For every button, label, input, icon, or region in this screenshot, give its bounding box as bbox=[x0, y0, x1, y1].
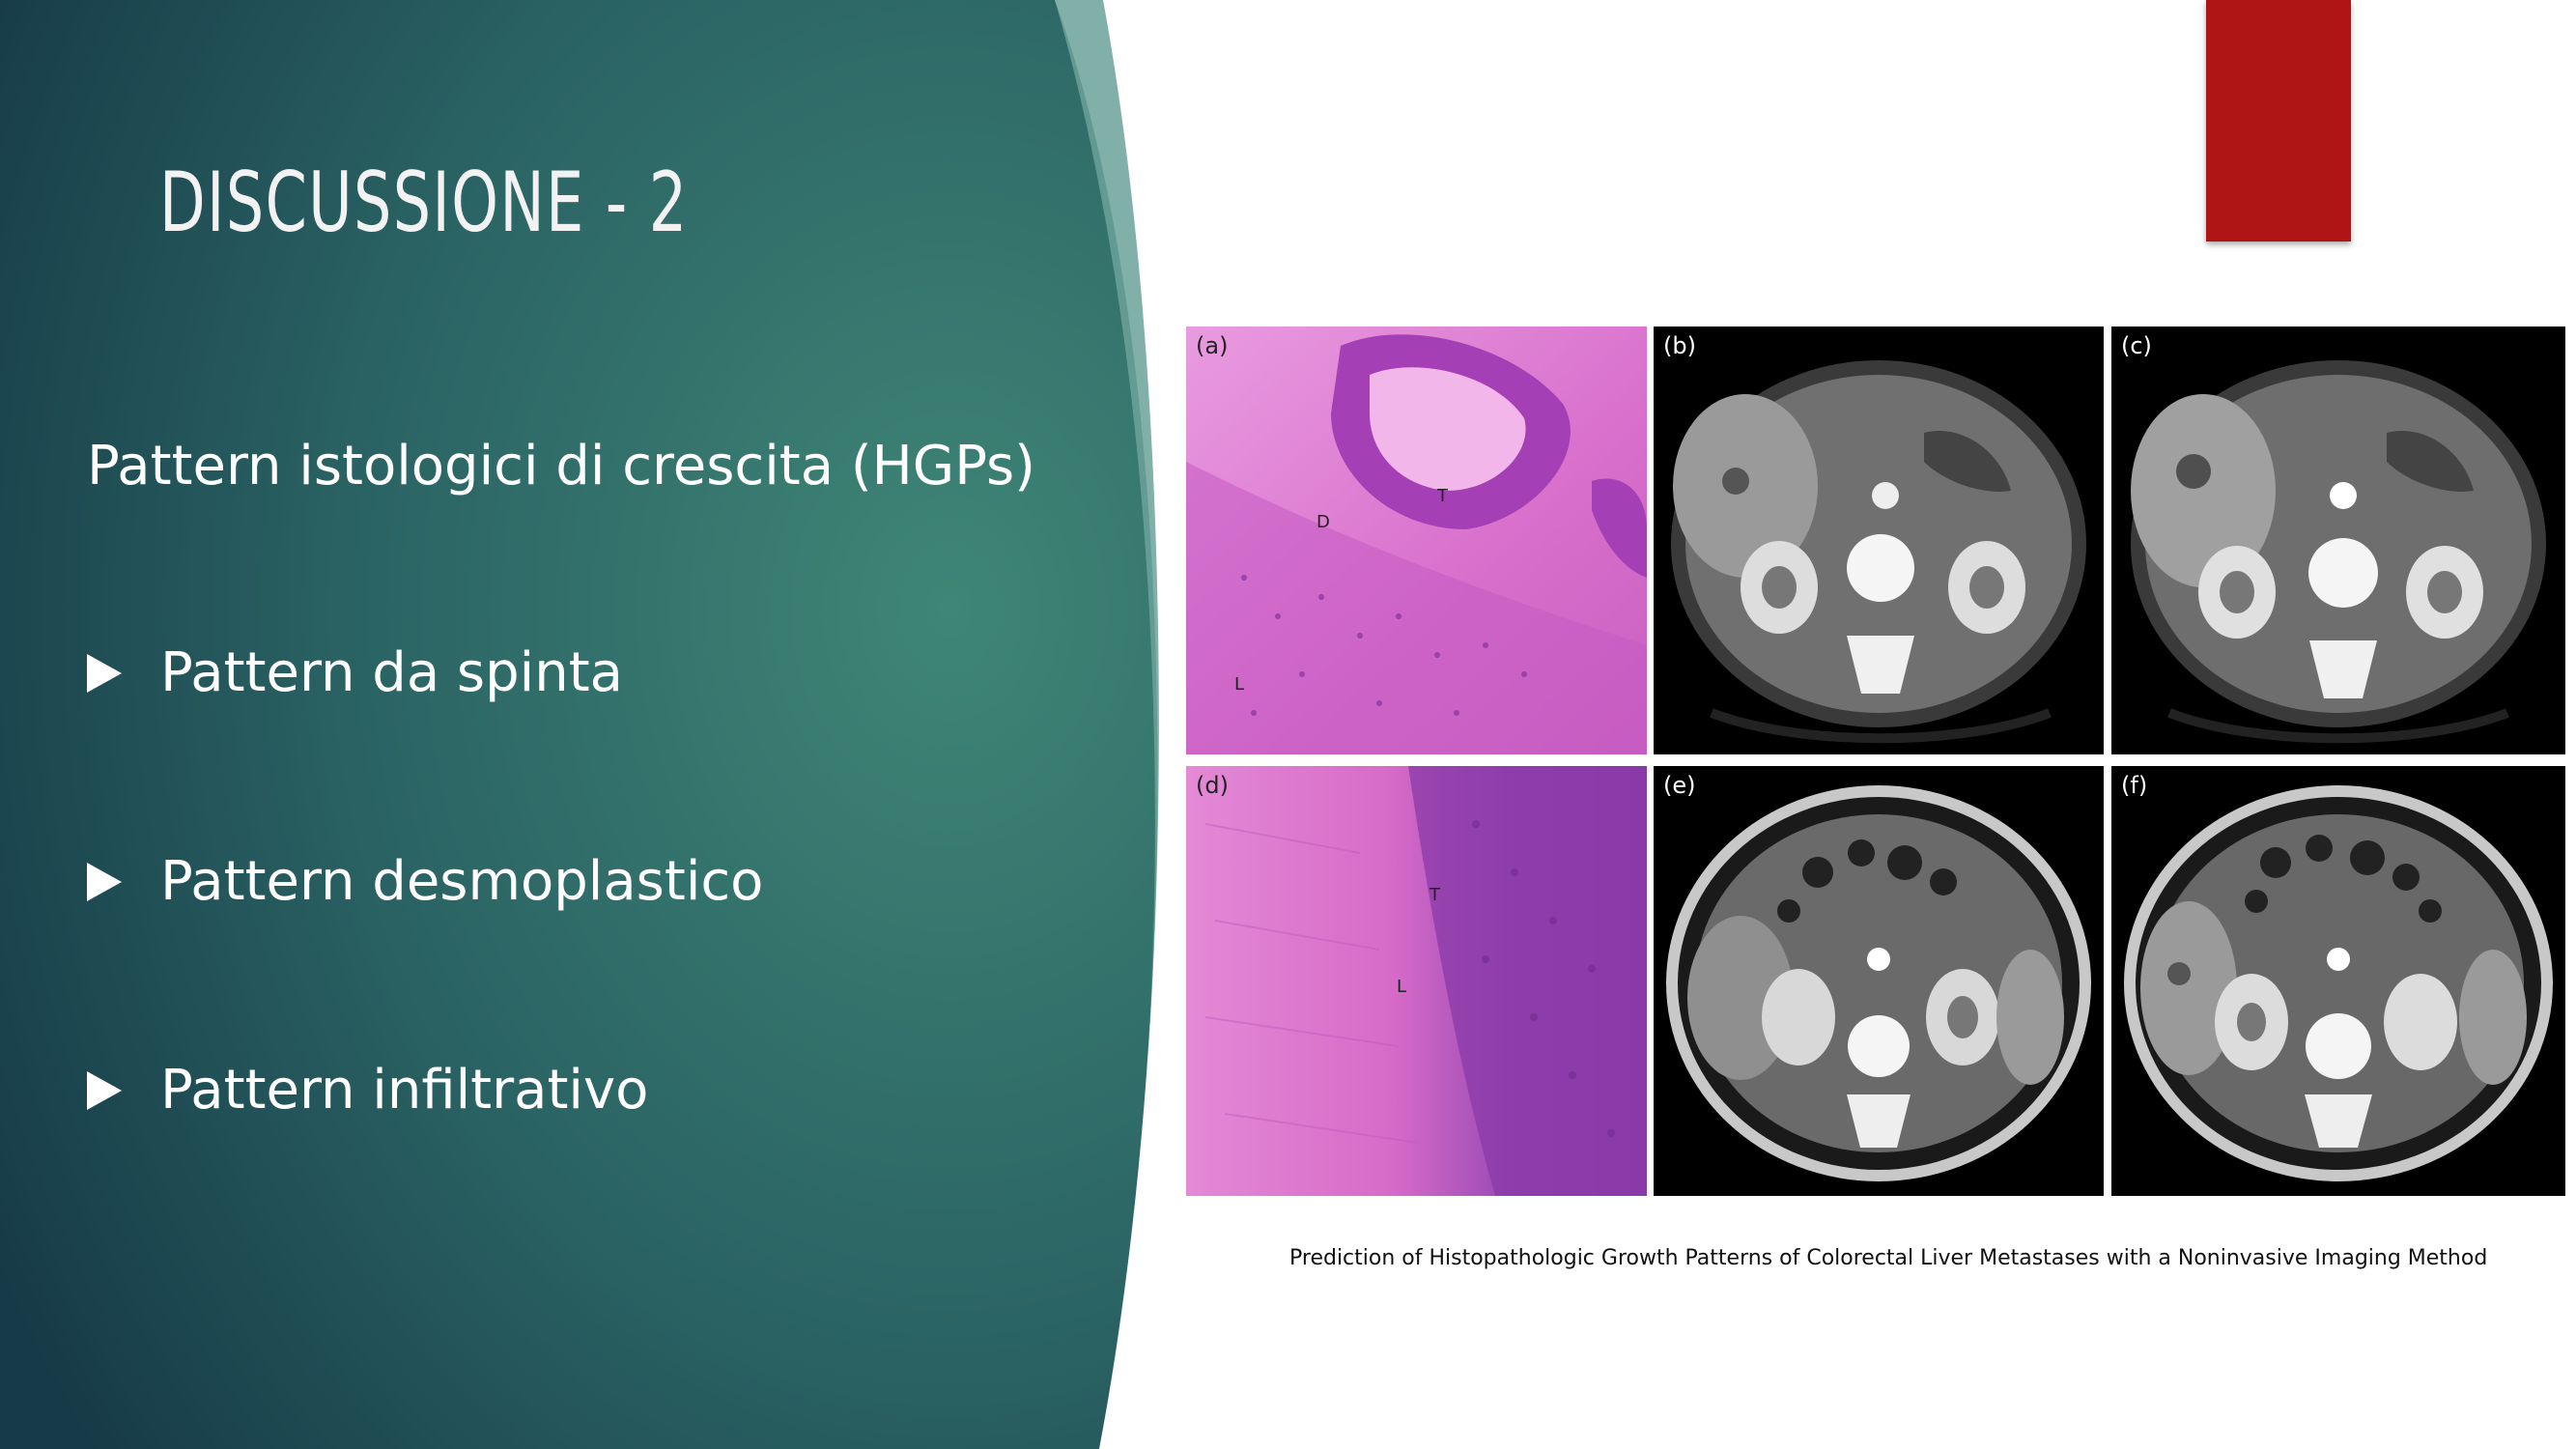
accent-tab bbox=[2206, 0, 2351, 242]
ct-panel-c: (c) bbox=[2111, 327, 2565, 754]
page-title: DISCUSSIONE - 2 bbox=[159, 155, 689, 251]
histology-panel-a: (a) T D L bbox=[1186, 327, 1647, 754]
bullet-text: Pattern da spinta bbox=[160, 641, 623, 704]
bullet-text: Pattern desmoplastico bbox=[160, 850, 764, 913]
tumor-marker: T bbox=[1437, 486, 1448, 506]
subtitle: Pattern istologici di crescita (HGPs) bbox=[87, 435, 1035, 497]
panel-label: (e) bbox=[1663, 772, 1696, 799]
figure-caption: Prediction of Histopathologic Growth Pat… bbox=[1289, 1246, 2488, 1270]
triangle-bullet-icon bbox=[87, 862, 122, 901]
triangle-bullet-icon bbox=[87, 1070, 122, 1110]
triangle-bullet-icon bbox=[87, 653, 122, 693]
tumor-marker: T bbox=[1430, 885, 1440, 905]
ct-panel-f: (f) bbox=[2111, 766, 2565, 1196]
liver-marker: L bbox=[1234, 674, 1245, 695]
panel-label: (c) bbox=[2121, 332, 2152, 359]
ct-panel-e: (e) bbox=[1654, 766, 2104, 1196]
bullet-item: Pattern da spinta bbox=[87, 641, 623, 704]
liver-marker: L bbox=[1397, 977, 1407, 997]
histology-panel-d: (d) T L bbox=[1186, 766, 1647, 1196]
panel-label: (b) bbox=[1663, 332, 1696, 359]
bullet-item: Pattern infiltrativo bbox=[87, 1059, 648, 1122]
panel-label: (a) bbox=[1196, 332, 1229, 359]
bullet-text: Pattern infiltrativo bbox=[160, 1059, 649, 1122]
panel-label: (d) bbox=[1196, 772, 1229, 799]
ct-panel-b: (b) bbox=[1654, 327, 2104, 754]
figure-grid: (a) T D L (b) bbox=[1186, 327, 2565, 1198]
desmoplastic-marker: D bbox=[1316, 512, 1330, 532]
panel-label: (f) bbox=[2121, 772, 2148, 799]
bullet-item: Pattern desmoplastico bbox=[87, 850, 763, 913]
